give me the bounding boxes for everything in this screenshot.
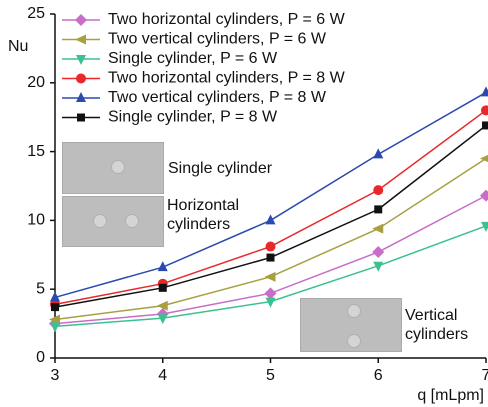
marker — [266, 253, 275, 262]
x-tick-label: 4 — [158, 367, 167, 384]
marker — [50, 322, 60, 333]
marker — [265, 214, 276, 225]
annotation: Vertical cylinders — [405, 307, 469, 343]
marker — [76, 73, 86, 84]
marker — [480, 189, 488, 202]
marker — [372, 246, 385, 259]
x-tick-label: 3 — [51, 367, 60, 384]
marker — [265, 297, 276, 308]
marker — [482, 121, 488, 130]
x-tick-label: 6 — [374, 367, 383, 384]
marker — [264, 287, 277, 300]
legend-label: Two horizontal cylinders, P = 6 W — [108, 11, 346, 28]
marker — [372, 223, 384, 234]
legend-label: Two horizontal cylinders, P = 8 W — [108, 70, 346, 87]
marker — [264, 271, 276, 282]
marker — [51, 303, 59, 312]
marker — [76, 55, 86, 65]
marker — [77, 113, 85, 122]
marker — [265, 241, 276, 252]
marker — [481, 221, 488, 232]
y-tick-label: 10 — [27, 212, 45, 229]
marker — [373, 148, 384, 159]
marker — [156, 300, 168, 311]
marker — [75, 34, 86, 45]
inset-image — [62, 196, 164, 247]
x-tick-label: 5 — [266, 367, 275, 384]
marker — [157, 261, 168, 272]
legend-label: Two vertical cylinders, P = 8 W — [108, 89, 327, 106]
annotation: Horizontal cylinders — [167, 197, 240, 233]
marker — [373, 261, 384, 272]
y-tick-label: 25 — [27, 5, 45, 22]
y-tick-label: 15 — [27, 143, 45, 160]
marker — [480, 154, 488, 163]
x-axis-label: q [mLpm] — [417, 387, 484, 404]
annotation: Single cylinder — [168, 160, 273, 177]
legend-label: Single cylinder, P = 8 W — [108, 109, 278, 126]
y-axis-label: Nu — [8, 38, 28, 55]
marker — [157, 314, 168, 325]
marker — [76, 92, 86, 102]
y-tick-label: 0 — [36, 349, 45, 366]
inset-image — [300, 298, 402, 352]
marker — [158, 283, 167, 292]
legend-label: Two vertical cylinders, P = 6 W — [108, 31, 327, 48]
marker — [49, 314, 60, 325]
inset-image — [62, 142, 164, 194]
marker — [50, 291, 60, 302]
legend-label: Single cylinder, P = 6 W — [108, 50, 278, 67]
x-tick-label: 7 — [482, 367, 488, 384]
marker — [373, 185, 384, 196]
marker — [75, 14, 87, 26]
marker — [374, 205, 383, 214]
y-tick-label: 5 — [36, 280, 45, 297]
marker — [481, 86, 488, 97]
y-tick-label: 20 — [27, 74, 45, 91]
marker — [481, 105, 488, 116]
